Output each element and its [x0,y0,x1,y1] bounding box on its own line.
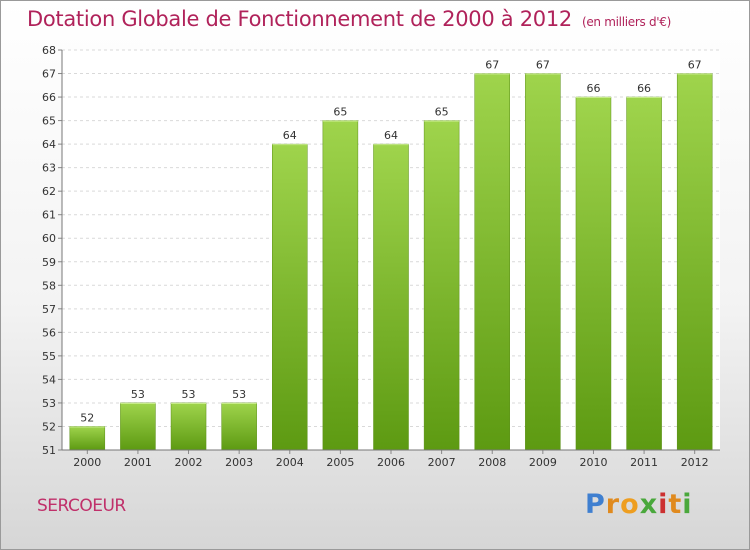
x-tick-label: 2010 [579,456,607,469]
bar-value-label: 65 [435,106,449,119]
chart-title: Dotation Globale de Fonctionnement de 20… [27,7,671,31]
bar [575,96,612,451]
y-tick-label: 53 [42,397,56,410]
y-tick-label: 67 [42,68,56,81]
y-tick-label: 56 [42,326,56,339]
proxiti-logo[interactable]: Proxiti [585,489,693,520]
bar [221,402,257,451]
x-tick-label: 2001 [124,456,152,469]
y-tick-label: 65 [42,115,56,128]
bar-value-label: 53 [232,388,246,401]
bar [474,73,510,451]
bar [676,73,713,451]
chart-title-text: Dotation Globale de Fonctionnement de 20… [27,7,572,31]
bar [322,120,359,451]
y-tick-label: 61 [42,209,56,222]
logo-letter: P [585,489,606,520]
bar-value-label: 67 [536,59,550,72]
x-tick-label: 2004 [276,456,304,469]
y-tick-label: 64 [42,138,56,151]
axes: 51 52 53 54 55 56 57 58 59 60 61 62 63 64 65 66 67 68 2000… [42,44,720,469]
bar [423,120,460,451]
bar-value-label: 67 [688,59,702,72]
logo-letter: o [620,489,640,520]
bar-value-label: 53 [131,388,145,401]
y-tick-label: 63 [42,162,56,175]
y-tick-label: 66 [42,91,56,104]
x-tick-label: 2000 [73,456,101,469]
x-tick-label: 2003 [225,456,253,469]
bar-value-label: 66 [637,82,651,95]
bar-value-label: 64 [384,129,398,142]
x-tick-label: 2012 [681,456,709,469]
bar-value-label: 66 [586,82,600,95]
logo-letter: x [639,489,659,520]
town-name: SERCOEUR [37,496,126,516]
bars: 52 53 53 53 64 65 64 65 67 67 66 66 67 [69,59,713,451]
y-tick-label: 59 [42,256,56,269]
logo-letter: i [682,489,693,520]
bar [626,96,662,451]
bar [170,402,207,451]
bar [373,143,409,451]
x-tick-label: 2009 [529,456,557,469]
bar-value-label: 64 [283,129,297,142]
y-tick-label: 68 [42,44,56,57]
x-tick-label: 2011 [630,456,658,469]
logo-letter: r [605,489,621,520]
bar-value-label: 67 [485,59,499,72]
y-tick-label: 51 [42,444,56,457]
chart-unit: (en milliers d'€) [581,15,671,29]
x-tick-label: 2006 [377,456,405,469]
y-tick-label: 52 [42,420,56,433]
logo-letter: i [658,489,669,520]
y-tick-label: 57 [42,303,56,316]
bar [272,143,308,451]
bar-value-label: 53 [182,388,196,401]
y-tick-label: 62 [42,185,56,198]
x-tick-label: 2005 [326,456,354,469]
y-tick-label: 55 [42,350,56,363]
x-tick-label: 2008 [478,456,506,469]
bar [69,426,106,451]
y-tick-label: 54 [42,373,56,386]
y-tick-label: 58 [42,279,56,292]
bar-value-label: 65 [333,106,347,119]
bar [120,402,156,451]
bar-value-label: 52 [80,411,94,424]
x-tick-label: 2007 [428,456,456,469]
x-tick-label: 2002 [175,456,203,469]
bar [525,73,561,451]
logo-letter: t [668,489,683,520]
y-tick-label: 60 [42,232,56,245]
